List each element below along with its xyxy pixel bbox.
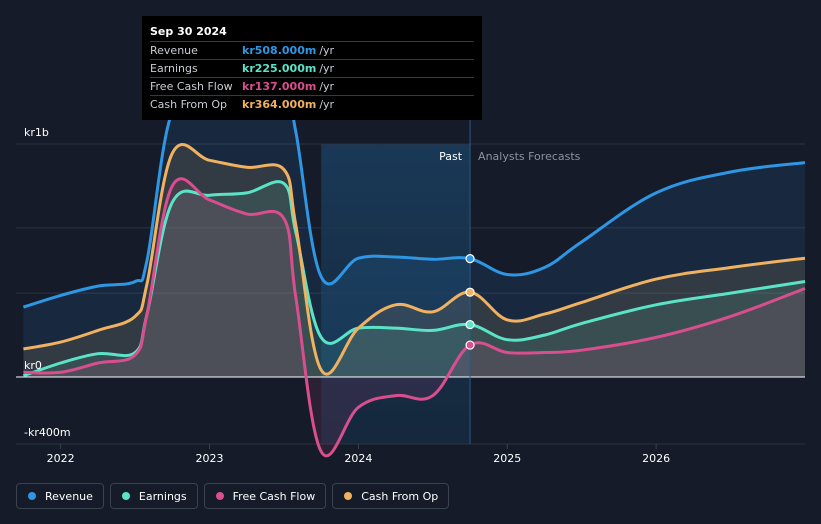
marker-cash-from-op — [465, 287, 475, 297]
tooltip-row-cash-from-op: Cash From Op kr364.000m /yr — [150, 95, 474, 113]
legend-item-earnings[interactable]: Earnings — [109, 483, 198, 509]
y-label-bottom: -kr400m — [24, 426, 71, 439]
line-revenue — [22, 87, 806, 309]
tooltip-row-revenue: Revenue kr508.000m /yr — [150, 41, 474, 59]
legend-dot-icon — [121, 492, 130, 500]
x-axis-ticks: 2022 2023 2024 2025 2026 — [47, 444, 670, 465]
tooltip-value: kr137.000m — [242, 80, 317, 93]
x-tick-label: 2023 — [196, 452, 224, 465]
area-free-cash-flow — [23, 178, 805, 456]
line-free-cash-flow — [23, 177, 806, 458]
tooltip-value: kr225.000m — [242, 62, 317, 75]
x-tick-label: 2022 — [47, 452, 75, 465]
tooltip-unit: /yr — [319, 62, 335, 75]
legend-item-free-cash-flow[interactable]: Free Cash Flow — [203, 483, 327, 509]
tooltip-label: Cash From Op — [150, 98, 228, 111]
legend-item-cash-from-op[interactable]: Cash From Op — [332, 483, 450, 509]
tooltip-date: Sep 30 2024 — [150, 25, 227, 38]
marker-free-cash-flow — [465, 340, 475, 350]
legend-dot-icon — [215, 492, 224, 500]
past-region-highlight — [321, 144, 471, 444]
x-tick-label: 2025 — [493, 452, 521, 465]
y-label-top: kr1b — [24, 126, 49, 139]
tooltip: Sep 30 2024 Revenue kr508.000m /yr Earni… — [142, 16, 482, 120]
legend-dot-icon — [28, 492, 36, 500]
legend-item-revenue[interactable]: Revenue — [16, 483, 104, 509]
tooltip-markers — [465, 254, 475, 350]
tooltip-unit: /yr — [319, 80, 335, 93]
legend-label: Cash From Op — [361, 489, 439, 503]
x-tick-label: 2026 — [642, 452, 670, 465]
tooltip-value: kr364.000m — [242, 98, 317, 111]
tooltip-unit: /yr — [319, 44, 335, 57]
forecast-label: Analysts Forecasts — [478, 150, 581, 163]
tooltip-label: Revenue — [150, 44, 198, 57]
tooltip-unit: /yr — [319, 98, 335, 111]
grid-lines — [16, 143, 805, 445]
tooltip-row-earnings: Earnings kr225.000m /yr — [150, 59, 474, 77]
legend-label: Earnings — [138, 489, 187, 503]
marker-revenue — [465, 254, 475, 264]
area-earnings — [23, 181, 805, 377]
legend-label: Free Cash Flow — [232, 489, 316, 503]
line-cash-from-op — [23, 143, 806, 376]
tooltip-value: kr508.000m — [242, 44, 317, 57]
legend-label: Revenue — [45, 489, 93, 503]
marker-earnings — [465, 319, 475, 330]
y-label-zero: kr0 — [24, 359, 42, 372]
tooltip-row-free-cash-flow: Free Cash Flow kr137.000m /yr — [150, 77, 474, 95]
past-label: Past — [439, 150, 463, 163]
legend: Revenue Earnings Free Cash Flow Cash Fro… — [16, 483, 450, 509]
x-tick-label: 2024 — [344, 452, 372, 465]
tooltip-label: Earnings — [150, 62, 198, 75]
legend-dot-icon — [344, 492, 353, 500]
series-lines — [22, 87, 806, 458]
tooltip-label: Free Cash Flow — [150, 80, 233, 93]
